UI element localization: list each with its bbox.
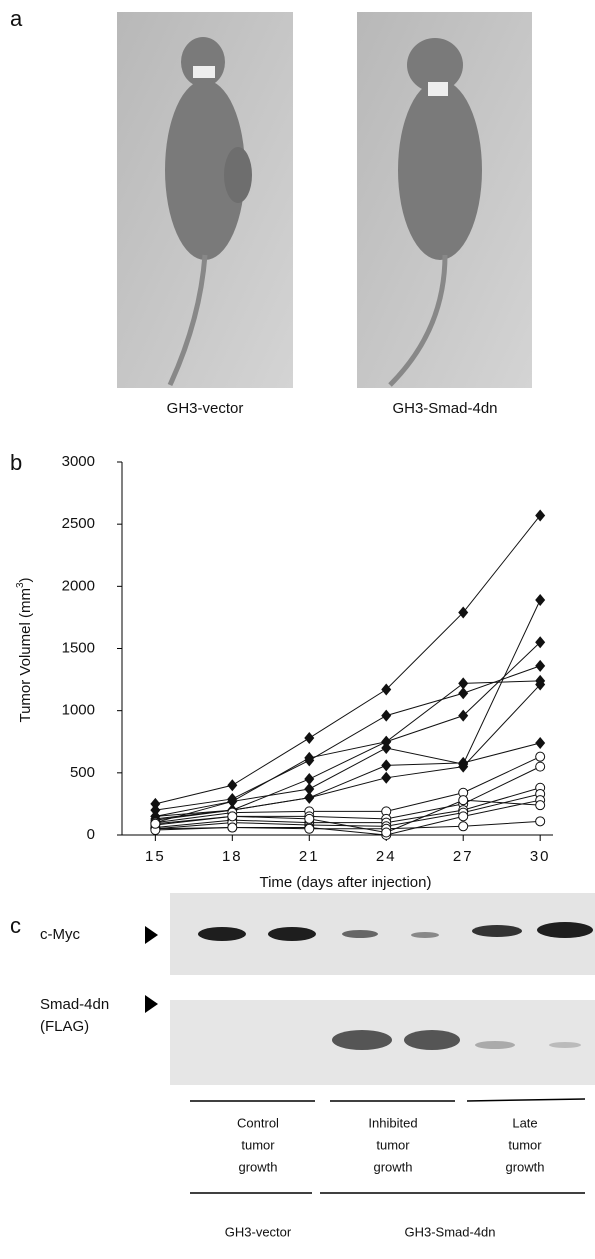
mouse	[388, 38, 482, 387]
marker	[381, 759, 392, 772]
series-line	[155, 820, 541, 831]
marker	[458, 795, 469, 806]
row-label: c-Myc	[40, 926, 80, 943]
marker	[535, 594, 546, 607]
arrow	[145, 926, 158, 944]
marker	[381, 741, 392, 754]
row-label: (FLAG)	[40, 1018, 89, 1035]
panel-letter: c	[10, 913, 21, 938]
cell-line: GH3-vector	[225, 1224, 292, 1239]
marker	[535, 816, 546, 827]
y-axis-title-sup: 3	[15, 582, 26, 588]
marker	[150, 818, 161, 829]
group-lines	[190, 1098, 586, 1194]
marker	[535, 509, 546, 522]
photo-label: GH3-vector	[167, 400, 244, 417]
marker	[535, 751, 546, 762]
marker	[227, 822, 238, 833]
blot-bands	[332, 1030, 581, 1050]
series-line	[155, 756, 541, 824]
arrow	[145, 995, 158, 1013]
row-label: Smad-4dn	[40, 996, 109, 1013]
series-line	[155, 641, 541, 820]
marker	[535, 636, 546, 649]
y-axis-title: Tumor Volumel (mm3)	[15, 577, 34, 722]
marker	[535, 659, 546, 672]
y-tick-label: 1500	[62, 639, 95, 656]
marker	[227, 795, 238, 808]
group-label: tumor	[241, 1137, 275, 1152]
marker	[381, 735, 392, 748]
series-line	[155, 742, 541, 817]
marker	[227, 811, 238, 822]
group-label: Late	[512, 1115, 537, 1130]
marker	[381, 709, 392, 722]
y-tick-label: 1000	[62, 702, 95, 719]
x-tick-label: 27	[453, 848, 474, 865]
marker	[535, 800, 546, 811]
marker	[381, 827, 392, 838]
series-line	[155, 665, 541, 811]
marker	[381, 771, 392, 784]
marker	[304, 732, 315, 745]
marker	[535, 678, 546, 691]
series-line	[155, 515, 541, 805]
y-tick-label: 500	[70, 764, 95, 781]
y-tick-label: 3000	[62, 453, 95, 470]
marker	[304, 773, 315, 786]
marker	[304, 791, 315, 804]
x-tick-label: 21	[299, 848, 320, 865]
marker	[381, 683, 392, 696]
x-tick-label: 30	[530, 848, 551, 865]
marker	[458, 760, 469, 773]
group-label: Control	[237, 1115, 279, 1130]
group-label: growth	[238, 1159, 277, 1174]
marker	[304, 751, 315, 764]
x-axis-title: Time (days after injection)	[259, 874, 431, 891]
x-tick-label: 15	[145, 848, 166, 865]
series-line	[155, 766, 541, 826]
panel-letter: b	[10, 450, 22, 475]
group-label: growth	[373, 1159, 412, 1174]
series-line	[155, 799, 541, 834]
marker	[304, 823, 315, 834]
mouse	[165, 37, 252, 387]
y-tick-label: 2500	[62, 515, 95, 532]
x-tick-label: 24	[376, 848, 397, 865]
chart: 0 500 1000 1500 2000 2500 3000 15 18 21 24 27 30 Time…	[15, 453, 553, 891]
series-line	[155, 684, 541, 821]
group-labels: Control tumor growth Inhibited tumor growth La…	[237, 1115, 544, 1174]
cell-line: GH3-Smad-4dn	[404, 1224, 495, 1239]
marker	[304, 782, 315, 795]
group-label: growth	[505, 1159, 544, 1174]
group-label: tumor	[508, 1137, 542, 1152]
x-tick-label: 18	[222, 848, 243, 865]
marker	[458, 677, 469, 690]
group-label: tumor	[376, 1137, 410, 1152]
marker	[227, 779, 238, 792]
marker	[535, 736, 546, 749]
marker	[535, 761, 546, 772]
marker	[458, 821, 469, 832]
marker	[458, 811, 469, 822]
y-tick-label: 2000	[62, 577, 95, 594]
y-axis-title-text: Tumor Volumel (mm	[17, 588, 34, 722]
blot-bands	[198, 922, 593, 941]
panel-letter: a	[10, 6, 23, 31]
marker	[304, 813, 315, 824]
marker	[458, 606, 469, 619]
y-tick-label: 0	[87, 826, 95, 843]
group-label: Inhibited	[368, 1115, 417, 1130]
y-axis-title-suffix: )	[17, 577, 34, 582]
marker	[458, 687, 469, 700]
series-line	[155, 680, 541, 817]
marker	[150, 804, 161, 817]
marker	[150, 797, 161, 810]
marker	[458, 709, 469, 722]
photo-label: GH3-Smad-4dn	[392, 400, 497, 417]
series-line	[155, 787, 541, 829]
series-line	[155, 599, 541, 824]
